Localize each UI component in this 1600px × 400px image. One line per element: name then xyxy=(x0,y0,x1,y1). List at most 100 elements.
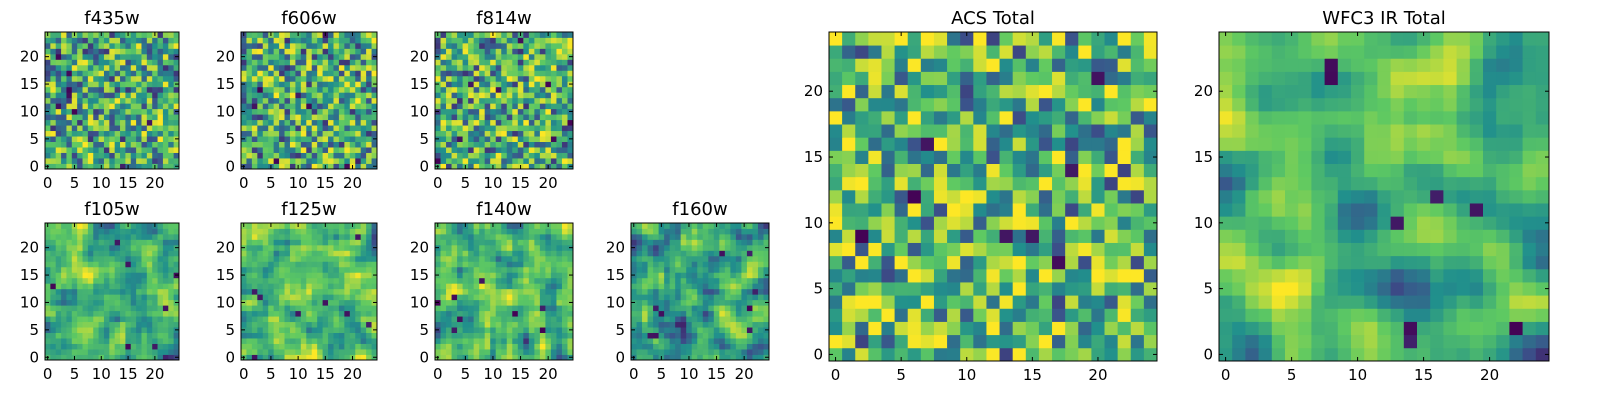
heatmap-cell xyxy=(114,349,121,355)
heatmap-cell xyxy=(50,136,57,142)
heatmap-cell xyxy=(344,244,351,251)
heatmap-cell xyxy=(98,327,105,333)
heatmap-cell xyxy=(114,338,121,344)
heatmap-cell xyxy=(457,158,463,164)
heatmap-cell xyxy=(300,321,307,328)
heatmap-cell xyxy=(545,53,552,60)
heatmap-cell xyxy=(300,59,307,66)
heatmap-cell xyxy=(647,299,654,306)
x-tick-label: 5 xyxy=(70,174,80,192)
heatmap-cell xyxy=(1078,163,1092,178)
heatmap-cell xyxy=(933,347,948,362)
heatmap-cell xyxy=(741,277,748,284)
heatmap-cell xyxy=(295,130,302,137)
heatmap-cell xyxy=(495,316,502,323)
heatmap-cell xyxy=(719,332,726,339)
heatmap-cell xyxy=(506,261,513,268)
heatmap-cell xyxy=(371,283,378,290)
heatmap-cell xyxy=(77,158,83,164)
heatmap-cell xyxy=(366,75,372,82)
heatmap-cell xyxy=(82,233,89,240)
heatmap-cell xyxy=(713,233,720,240)
heatmap-cell xyxy=(534,228,541,235)
heatmap-cell xyxy=(653,316,659,323)
heatmap-cell xyxy=(664,321,671,328)
heatmap-cell xyxy=(506,321,513,328)
heatmap-cell xyxy=(371,294,378,301)
heatmap-cell xyxy=(279,244,285,251)
heatmap-cell xyxy=(257,239,264,246)
heatmap-cell xyxy=(680,250,687,257)
heatmap-cell xyxy=(653,338,659,344)
heatmap-cell xyxy=(523,103,530,110)
heatmap-cell xyxy=(268,130,275,137)
heatmap-cell xyxy=(152,147,158,153)
heatmap-cell xyxy=(125,158,132,164)
heatmap-cell xyxy=(855,150,869,164)
heatmap-cell xyxy=(109,64,116,71)
heatmap-cell xyxy=(842,334,856,349)
heatmap-cell xyxy=(479,316,486,323)
heatmap-cell xyxy=(556,86,563,93)
heatmap-cell xyxy=(87,86,94,93)
heatmap-cell xyxy=(136,316,142,323)
heatmap-cell xyxy=(479,223,486,229)
heatmap-cell xyxy=(495,310,502,317)
heatmap-cell xyxy=(506,108,513,115)
heatmap-cell xyxy=(539,261,546,268)
heatmap-cell xyxy=(146,97,153,104)
heatmap-cell xyxy=(152,86,158,93)
heatmap-cell xyxy=(501,147,508,153)
heatmap-cell xyxy=(528,48,535,55)
heatmap-cell xyxy=(642,283,648,290)
heatmap-cell xyxy=(653,299,659,306)
heatmap-cell xyxy=(152,261,158,268)
heatmap-cell xyxy=(87,250,94,257)
x-tick-label: 5 xyxy=(266,365,276,383)
heatmap-cell xyxy=(484,288,491,295)
heatmap-cell xyxy=(284,239,291,246)
heatmap-cell xyxy=(130,349,137,355)
heatmap-cell xyxy=(93,53,99,60)
heatmap-cell xyxy=(881,295,895,309)
heatmap-cell xyxy=(241,147,247,153)
heatmap-cell xyxy=(462,125,469,132)
heatmap-cell xyxy=(556,239,563,246)
heatmap-cell xyxy=(306,272,313,279)
heatmap-cells xyxy=(631,223,770,361)
heatmap-cell xyxy=(82,64,89,71)
heatmap-cell xyxy=(162,310,169,317)
heatmap-cell xyxy=(371,250,378,257)
heatmap-cell xyxy=(279,158,285,164)
heatmap-cell xyxy=(484,266,491,273)
heatmap-cell xyxy=(647,321,654,328)
heatmap-cell xyxy=(279,321,285,328)
heatmap-cell xyxy=(829,189,843,204)
heatmap-cell xyxy=(317,42,323,49)
heatmap-cell xyxy=(146,294,153,301)
heatmap-cell xyxy=(120,59,126,66)
heatmap-cell xyxy=(446,299,452,306)
heatmap-cell xyxy=(1143,176,1158,191)
heatmap-cell xyxy=(366,103,372,110)
heatmap-cell xyxy=(842,295,856,309)
heatmap-cell xyxy=(534,310,541,317)
heatmap-cell xyxy=(658,327,665,333)
heatmap-cell xyxy=(168,283,175,290)
heatmap-cell xyxy=(675,354,682,361)
heatmap-cell xyxy=(528,59,535,66)
heatmap-cell xyxy=(273,310,280,317)
heatmap-cell xyxy=(567,294,574,301)
heatmap-cell xyxy=(741,244,748,251)
heatmap-cell xyxy=(1078,268,1092,283)
heatmap-cell xyxy=(484,255,491,262)
heatmap-cell xyxy=(311,327,318,333)
heatmap-cell xyxy=(338,349,345,355)
heatmap-cell xyxy=(490,294,497,301)
heatmap-cell xyxy=(473,255,480,262)
heatmap-cell xyxy=(338,81,345,88)
heatmap-cell xyxy=(730,310,737,317)
heatmap-cell xyxy=(251,349,258,355)
heatmap-cell xyxy=(66,75,73,82)
heatmap-cell xyxy=(473,250,480,257)
